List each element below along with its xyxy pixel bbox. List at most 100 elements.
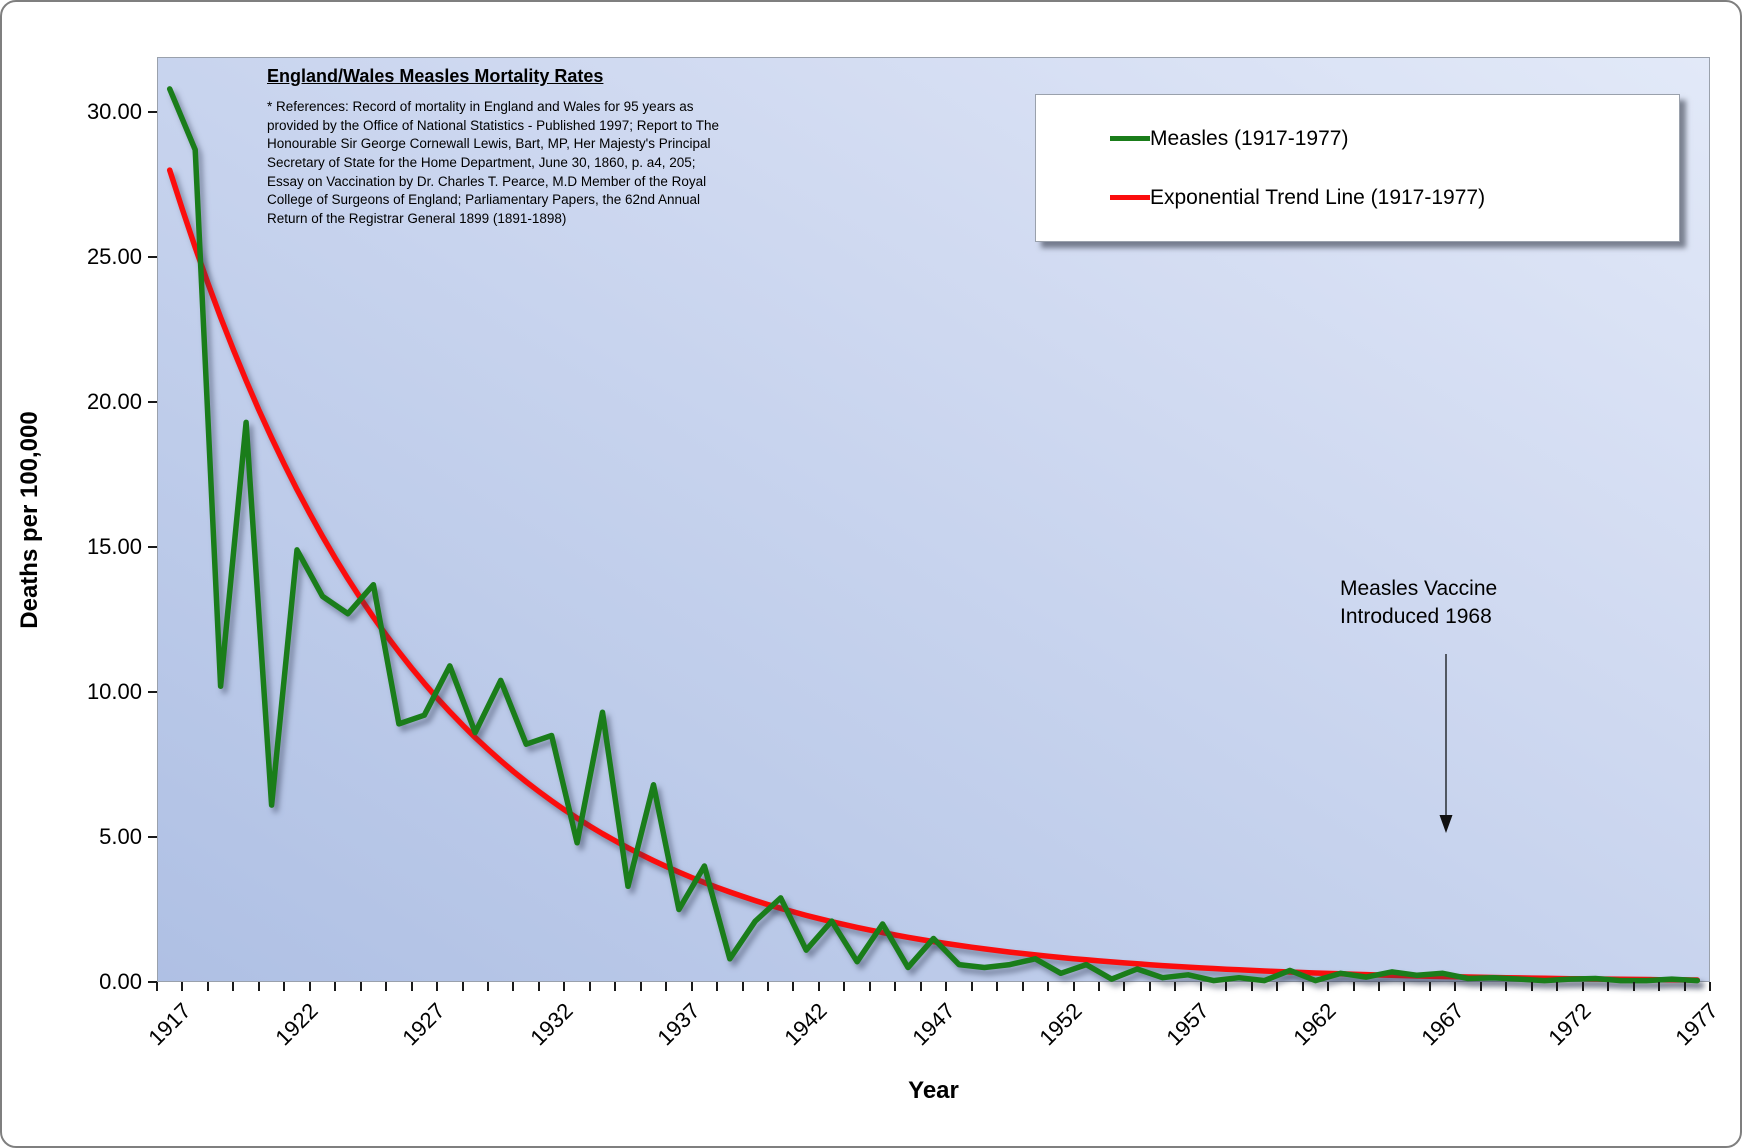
x-axis-tick xyxy=(563,982,566,991)
x-axis-tick xyxy=(1530,982,1533,991)
x-axis-tick xyxy=(1709,982,1711,991)
x-tick-label: 1957 xyxy=(1161,998,1214,1051)
x-axis-tick xyxy=(1072,982,1075,991)
legend-item-trend: Exponential Trend Line (1917-1977) xyxy=(1110,186,1679,210)
x-tick-label: 1947 xyxy=(906,998,960,1051)
y-axis-tick xyxy=(148,546,157,549)
x-axis-tick xyxy=(1047,982,1050,991)
x-axis-tick xyxy=(792,982,795,991)
x-axis-tick xyxy=(919,982,922,991)
x-axis-tick xyxy=(359,982,362,991)
x-axis-tick xyxy=(410,982,413,991)
x-axis-tick xyxy=(385,982,388,991)
x-axis-tick xyxy=(1097,982,1100,991)
measles-line xyxy=(166,86,1701,984)
legend-item-measles: Measles (1917-1977) xyxy=(1110,127,1679,151)
y-tick-label: 25.00 xyxy=(86,244,142,270)
x-axis-tick xyxy=(716,982,719,991)
y-tick-label: 15.00 xyxy=(86,534,142,560)
y-tick-label: 20.00 xyxy=(86,389,142,415)
y-axis-tick xyxy=(148,256,157,259)
measles-line-swatch xyxy=(1110,136,1150,141)
x-axis-tick xyxy=(181,982,184,991)
x-axis-tick xyxy=(817,982,820,991)
x-axis-tick xyxy=(334,982,337,991)
legend-label-measles: Measles (1917-1977) xyxy=(1150,126,1349,150)
x-tick-label: 1917 xyxy=(143,998,196,1051)
x-tick-label: 1952 xyxy=(1034,998,1087,1051)
x-axis-tick xyxy=(1505,982,1508,991)
chart-title: England/Wales Measles Mortality Rates xyxy=(267,66,604,86)
x-axis-tick xyxy=(1276,982,1279,991)
y-axis-tick xyxy=(148,836,157,839)
x-axis-tick xyxy=(512,982,515,991)
x-axis-tick xyxy=(1403,982,1406,991)
x-axis-tick xyxy=(1556,982,1559,991)
x-tick-label: 1942 xyxy=(779,998,832,1051)
x-axis-tick xyxy=(588,982,591,991)
x-axis-tick xyxy=(614,982,617,991)
plot-canvas xyxy=(166,86,1701,984)
x-axis-tick xyxy=(1352,982,1355,991)
y-axis-tick xyxy=(148,691,157,694)
chart-references: * References: Record of mortality in Eng… xyxy=(267,99,720,226)
x-axis-tick xyxy=(206,982,209,991)
x-axis-title: Year xyxy=(908,1077,959,1104)
y-tick-label: 5.00 xyxy=(99,824,142,850)
y-axis-tick xyxy=(148,981,157,983)
x-axis-tick xyxy=(970,982,973,991)
y-axis-tick xyxy=(148,401,157,404)
x-tick-label: 1967 xyxy=(1416,998,1469,1051)
x-axis-tick xyxy=(1199,982,1202,991)
x-axis-tick xyxy=(461,982,464,991)
down-arrow-icon xyxy=(1439,654,1453,833)
x-axis-tick xyxy=(283,982,286,991)
x-axis-tick xyxy=(1632,982,1635,991)
vaccine-annotation-line1: Measles Vaccine xyxy=(1340,577,1498,600)
x-axis-tick xyxy=(843,982,846,991)
x-axis-tick xyxy=(1148,982,1151,991)
x-axis-tick xyxy=(1250,982,1253,991)
x-axis-tick xyxy=(1301,982,1304,991)
x-tick-label: 1962 xyxy=(1288,998,1342,1051)
x-axis-tick xyxy=(1658,982,1661,991)
legend: Measles (1917-1977) Exponential Trend Li… xyxy=(1035,94,1680,242)
x-axis-tick xyxy=(1581,982,1584,991)
y-tick-label: 0.00 xyxy=(99,969,142,994)
x-axis-tick xyxy=(690,982,693,991)
x-tick-label: 1977 xyxy=(1670,998,1723,1051)
x-tick-label: 1922 xyxy=(270,998,323,1051)
x-axis-tick xyxy=(1683,982,1686,991)
x-axis-tick xyxy=(436,982,439,991)
x-axis-tick xyxy=(868,982,871,991)
x-axis-tick xyxy=(1454,982,1457,991)
x-axis-tick xyxy=(945,982,948,991)
x-axis-tick xyxy=(537,982,540,991)
x-axis-tick xyxy=(1378,982,1381,991)
x-tick-label: 1927 xyxy=(397,998,450,1051)
vaccine-annotation-line2: Introduced 1968 xyxy=(1340,604,1492,628)
trend-line-swatch xyxy=(1110,195,1150,200)
y-axis-tick xyxy=(148,111,157,114)
x-axis-tick xyxy=(741,982,744,991)
y-tick-label: 10.00 xyxy=(86,679,142,705)
x-axis-tick xyxy=(1607,982,1610,991)
x-axis-tick xyxy=(156,982,158,991)
x-axis-tick xyxy=(767,982,770,991)
x-axis-tick xyxy=(996,982,999,991)
x-axis-tick xyxy=(639,982,642,991)
legend-label-trend: Exponential Trend Line (1917-1977) xyxy=(1150,185,1486,209)
x-tick-label: 1932 xyxy=(524,998,578,1051)
x-axis-tick xyxy=(308,982,311,991)
x-axis-tick xyxy=(1225,982,1228,991)
x-axis-tick xyxy=(1327,982,1330,991)
x-axis-tick xyxy=(1174,982,1177,991)
y-axis-title: Deaths per 100,000 xyxy=(16,411,43,629)
x-axis-tick xyxy=(1479,982,1482,991)
x-axis-tick xyxy=(665,982,668,991)
x-tick-label: 1972 xyxy=(1543,998,1596,1051)
x-axis-tick xyxy=(486,982,489,991)
x-axis-tick xyxy=(1123,982,1126,991)
x-axis-tick xyxy=(232,982,235,991)
